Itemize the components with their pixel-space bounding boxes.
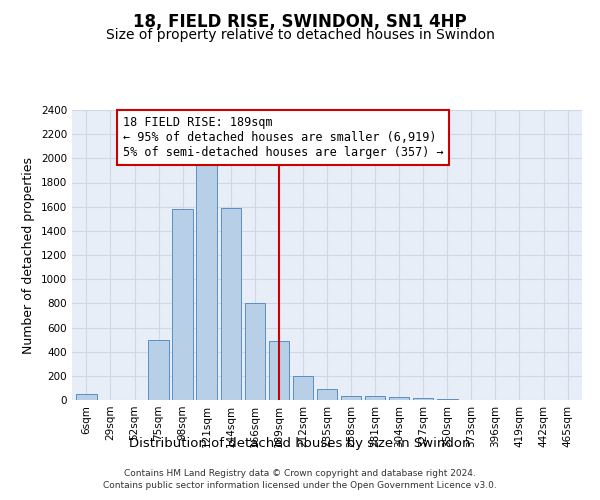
Bar	[293, 376, 313, 400]
Bar	[172, 209, 193, 400]
Y-axis label: Number of detached properties: Number of detached properties	[22, 156, 35, 354]
Text: 18 FIELD RISE: 189sqm
← 95% of detached houses are smaller (6,919)
5% of semi-de: 18 FIELD RISE: 189sqm ← 95% of detached …	[122, 116, 443, 159]
Bar	[341, 396, 361, 400]
Text: Contains HM Land Registry data © Crown copyright and database right 2024.
Contai: Contains HM Land Registry data © Crown c…	[103, 468, 497, 490]
Bar	[317, 389, 337, 400]
Bar	[389, 397, 409, 400]
Bar	[196, 164, 217, 400]
Bar	[413, 398, 433, 400]
Bar	[148, 340, 169, 400]
Bar	[221, 208, 241, 400]
Bar	[76, 394, 97, 400]
Text: 18, FIELD RISE, SWINDON, SN1 4HP: 18, FIELD RISE, SWINDON, SN1 4HP	[133, 12, 467, 30]
Bar	[245, 304, 265, 400]
Bar	[269, 341, 289, 400]
Text: Size of property relative to detached houses in Swindon: Size of property relative to detached ho…	[106, 28, 494, 42]
Text: Distribution of detached houses by size in Swindon: Distribution of detached houses by size …	[129, 438, 471, 450]
Bar	[365, 396, 385, 400]
